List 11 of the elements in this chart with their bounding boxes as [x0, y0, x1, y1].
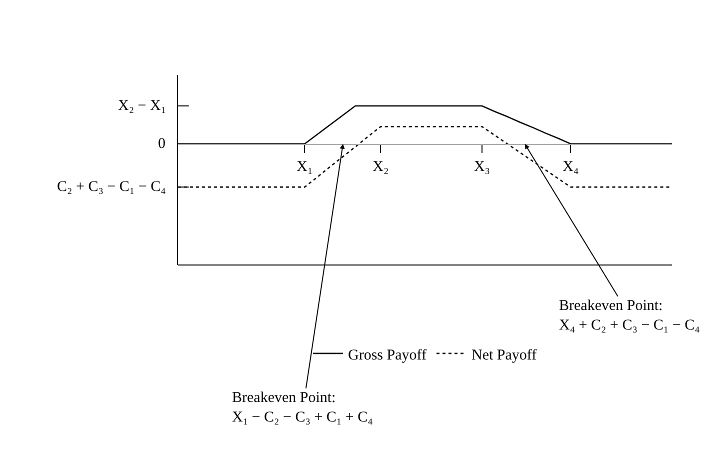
- x-tick-label: X₃: [474, 158, 490, 175]
- text: X₂ − X₁: [118, 98, 166, 114]
- legend-label: Net Payoff: [471, 347, 537, 364]
- text: C₂ + C₃ − C₁ − C₄: [57, 179, 166, 195]
- x-tick-label: X₂: [372, 158, 389, 175]
- text: Breakeven Point: X₁ − C₂ − C₃ + C₁ + C₄: [232, 390, 373, 426]
- text: Breakeven Point: X₄ + C₂ + C₃ − C₁ − C₄: [559, 298, 700, 334]
- text: 0: [158, 136, 166, 152]
- legend-label: Gross Payoff: [348, 347, 426, 364]
- x-tick-label: X₄: [562, 158, 579, 175]
- x-tick-label: X₁: [296, 158, 313, 175]
